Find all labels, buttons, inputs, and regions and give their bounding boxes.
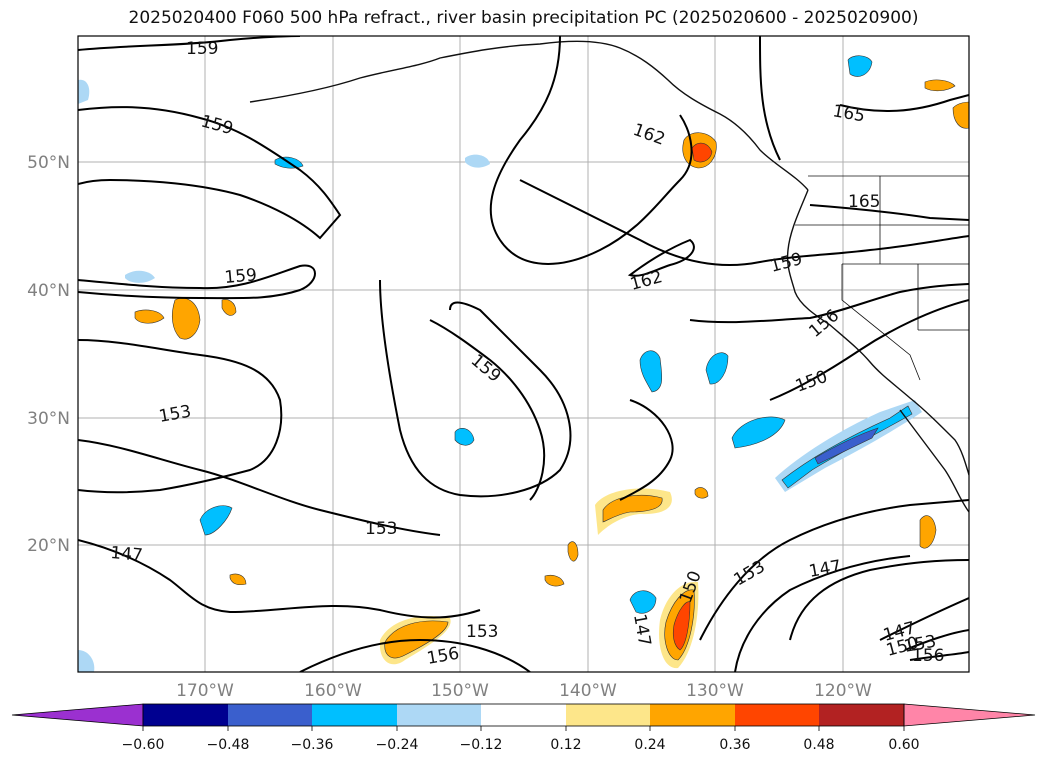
anomaly-positive-blob <box>229 573 247 586</box>
anomaly-negative-blob <box>78 79 90 104</box>
colorbar-border <box>142 703 905 727</box>
anomaly-negative-band-strong <box>814 427 879 465</box>
contour-labels: 159 159 162 165 165 159 162 159 156 159 … <box>110 39 945 669</box>
contour-153-southeast <box>699 499 969 641</box>
anomaly-negative-blob <box>639 350 663 393</box>
anomaly-positive-blob <box>924 79 956 92</box>
colorbar-tick-label: −0.24 <box>376 737 419 753</box>
anomaly-negative-blob <box>78 650 95 672</box>
contour-162-north <box>489 36 693 265</box>
anomaly-negative-blob <box>705 352 729 385</box>
colorbar-tick-label: 0.24 <box>634 737 665 753</box>
anomaly-positive-blob-strong <box>672 601 691 651</box>
anomaly-negative-blob <box>125 270 155 283</box>
refractivity-contours <box>78 36 969 672</box>
colorbar-tick-label: 0.36 <box>719 737 750 753</box>
map-title: 2025020400 F060 500 hPa refract., river … <box>128 8 919 28</box>
longitude-label: 160°W <box>304 681 362 701</box>
contour-label: 153 <box>365 519 397 539</box>
contour-159-mid <box>78 264 316 300</box>
colorbar-segment <box>481 704 566 726</box>
anomaly-positive-blob <box>952 101 969 129</box>
contour-150-east <box>769 299 969 401</box>
longitude-label: 150°W <box>431 681 489 701</box>
anomaly-negative-blob <box>847 55 873 77</box>
alaska-coast <box>249 40 809 191</box>
longitude-label: 130°W <box>686 681 744 701</box>
anomaly-positive-blob <box>171 297 201 340</box>
longitude-label: 120°W <box>814 681 872 701</box>
colorbar-tick-label: 0.12 <box>550 737 581 753</box>
anomaly-negative-blob <box>731 416 786 449</box>
colorbar-tick-label: 0.48 <box>803 737 834 753</box>
contour-150-south <box>734 555 911 672</box>
colorbar-tick-label: −0.12 <box>460 737 503 753</box>
latitude-label: 30°N <box>27 409 70 429</box>
contour-165 <box>759 36 781 161</box>
contour-165-2 <box>809 204 969 221</box>
contour-159-south <box>429 319 546 501</box>
contour-162 <box>627 238 695 277</box>
map-border <box>77 35 970 673</box>
contour-label: 153 <box>466 622 498 642</box>
longitude-labels: 170°W 160°W 150°W 140°W 130°W 120°W <box>176 681 872 701</box>
anomaly-positive-blob <box>567 541 579 562</box>
colorbar-segment <box>566 704 650 726</box>
contour-156 <box>689 283 969 324</box>
anomaly-positive-blob <box>221 299 237 316</box>
colorbar: −0.60 −0.48 −0.36 −0.24 −0.12 0.12 0.24 … <box>11 703 1036 753</box>
west-coast <box>786 189 969 476</box>
latitude-label: 40°N <box>27 281 70 301</box>
anomaly-positive-blob <box>544 574 565 587</box>
contour-165-east <box>839 94 969 112</box>
contour-156-south <box>299 638 531 672</box>
colorbar-extend-high <box>903 703 1036 727</box>
contour-147-south <box>789 559 969 641</box>
colorbar-segment <box>397 704 481 726</box>
anomaly-negative-blob <box>199 505 233 536</box>
contour-label: 159 <box>186 39 218 59</box>
contour-label: 156 <box>912 646 944 666</box>
latitude-labels: 50°N 40°N 30°N 20°N <box>27 153 70 556</box>
colorbar-ticks <box>142 726 905 731</box>
contour-153-inner <box>379 279 572 498</box>
latitude-label: 50°N <box>27 153 70 173</box>
colorbar-tick-label: −0.60 <box>122 737 165 753</box>
colorbar-segment <box>312 704 397 726</box>
contour-150 <box>619 399 674 501</box>
precipitation-anomalies <box>78 55 969 672</box>
colorbar-tick-label: −0.36 <box>291 737 334 753</box>
contour-153-south <box>78 439 441 536</box>
anomaly-negative-blob <box>629 590 657 614</box>
colorbar-segment <box>143 704 228 726</box>
anomaly-negative-blob <box>454 427 475 446</box>
contour-153 <box>78 339 283 494</box>
colorbar-segment <box>735 704 819 726</box>
colorbar-extend-low <box>11 703 144 727</box>
contour-156-southeast <box>909 651 969 661</box>
colorbar-tick-label: 0.60 <box>888 737 919 753</box>
contour-label: 147 <box>110 543 144 566</box>
contour-147-east <box>879 597 969 641</box>
state-borders <box>795 175 969 381</box>
colorbar-tick-label: −0.48 <box>207 737 250 753</box>
longitude-label: 170°W <box>176 681 234 701</box>
colorbar-segment <box>819 704 904 726</box>
contour-159-long <box>519 179 969 267</box>
anomaly-positive-blob-strong <box>691 142 713 163</box>
contour-label: 159 <box>224 265 258 288</box>
anomaly-negative-blob <box>465 154 490 168</box>
latitude-label: 20°N <box>27 536 70 556</box>
contour-159-top <box>78 106 342 240</box>
contour-147 <box>78 539 481 619</box>
longitude-label: 140°W <box>559 681 617 701</box>
colorbar-segment <box>228 704 312 726</box>
anomaly-positive-blob <box>919 515 937 549</box>
anomaly-positive-blob <box>134 309 165 324</box>
contour-153-southeast-2 <box>904 629 969 651</box>
colorbar-segment <box>650 704 735 726</box>
contour-label: 165 <box>848 192 880 212</box>
anomaly-positive-blob <box>694 487 709 499</box>
